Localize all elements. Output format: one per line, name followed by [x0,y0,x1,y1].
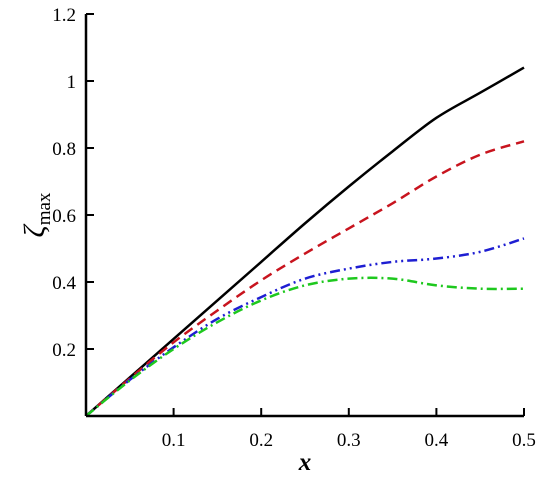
series-line [85,66,525,417]
x-tick-label: 0.1 [162,430,186,451]
series-line [85,276,525,417]
y-axis-title-subscript: max [34,192,55,225]
plot-area: 0.1 0.2 0.3 0.4 0.5 0.2 0.4 0.6 0.8 1 1.2 [52,5,536,451]
series-line [85,237,525,417]
x-tick-label: 0.4 [425,430,449,451]
y-axis-ticks: 0.2 0.4 0.6 0.8 1 1.2 [52,5,94,361]
y-axis-title-symbol: ζ [18,223,51,237]
y-tick-label: 0.6 [52,206,76,227]
y-tick-label: 1.2 [52,5,76,26]
series-line [85,140,525,417]
y-tick-label: 0.2 [52,340,76,361]
y-axis-title: ζmax [18,192,55,237]
x-tick-label: 0.2 [249,430,273,451]
x-axis-title: x [298,449,312,476]
y-tick-label: 0.8 [52,139,76,160]
y-tick-label: 1 [67,72,77,93]
series-layer [85,66,525,417]
x-tick-label: 0.5 [512,430,536,451]
y-tick-label: 0.4 [52,273,76,294]
x-axis-ticks: 0.1 0.2 0.3 0.4 0.5 [162,408,536,451]
x-tick-label: 0.3 [337,430,361,451]
